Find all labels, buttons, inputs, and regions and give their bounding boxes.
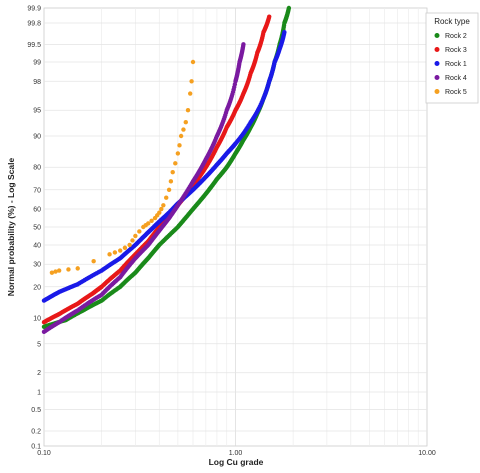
data-point [166,187,172,192]
series-rock-5 [49,59,196,275]
y-tick-label: 99.9 [27,6,41,13]
data-point [122,245,128,250]
y-tick-label: 99 [33,59,41,66]
data-point [130,238,135,243]
data-point [133,233,138,239]
y-tick-label: 20 [33,284,41,291]
x-axis-label: Log Cu grade [209,457,264,467]
y-tick-label: 2 [37,370,41,377]
data-point [282,30,287,35]
y-tick-label: 30 [33,262,41,269]
data-point [185,108,191,113]
data-point [149,218,154,223]
legend-marker [434,33,440,38]
y-axis-label: Normal probability (%) - Log Scale [6,158,16,297]
data-point [91,259,96,264]
data-point [173,161,178,166]
legend-label: Rock 4 [445,75,467,82]
legend-marker [434,47,440,52]
data-point [175,151,181,156]
x-tick-labels: 0.10 1.00 10.00 [37,450,436,457]
legend-marker [434,61,440,66]
data-point [53,269,58,274]
legend-label: Rock 2 [445,33,467,40]
y-tick-label: 95 [33,108,41,115]
data-point [157,210,162,215]
legend-box [425,12,479,104]
data-point [107,252,112,257]
data-point [112,250,118,255]
y-tick-label: 90 [33,134,41,141]
data-point [118,248,123,253]
x-tick-label: 0.10 [37,450,51,457]
y-tick-labels: 0.1 0.2 0.5 1 2 5 10 20 30 40 50 60 70 80 90 95 98 99 99.5… [27,6,41,451]
y-tick-label: 5 [37,341,41,348]
y-tick-label: 0.2 [31,429,41,436]
data-point [168,179,174,184]
y-tick-label: 60 [33,207,41,214]
data-point [159,206,164,212]
x-tick-label: 10.00 [418,450,436,457]
x-tick-label: 1.00 [229,450,243,457]
data-point [187,91,193,96]
y-tick-label: 40 [33,242,41,249]
data-point [66,267,71,272]
data-points [41,5,292,334]
y-tick-label: 80 [33,165,41,172]
data-point [183,120,188,125]
series-rock-4 [41,42,246,334]
data-point [75,266,80,271]
legend: Rock type Rock 2 Rock 3 Rock 1 Rock 4 Rock 5 [425,12,479,104]
data-point [145,221,151,226]
data-point [56,268,62,273]
y-tick-label: 99.5 [27,42,41,49]
y-tick-label: 99.8 [27,20,41,27]
data-point [164,195,169,200]
data-point [241,42,246,47]
data-point [170,169,175,175]
legend-label: Rock 1 [445,61,467,68]
data-point [177,143,182,148]
data-point [189,79,194,84]
data-point [181,127,186,132]
y-tick-label: 0.5 [31,407,41,414]
legend-marker [434,75,440,80]
data-point [178,133,184,139]
data-point [190,59,196,65]
data-point [267,14,272,19]
data-point [127,242,132,248]
y-tick-label: 10 [33,315,41,322]
y-tick-label: 98 [33,79,41,86]
data-point [49,270,55,275]
legend-title: Rock type [434,17,470,26]
y-tick-label: 0.1 [31,444,41,451]
y-tick-label: 1 [37,390,41,397]
data-point [286,5,292,11]
legend-marker [434,89,440,94]
y-tick-label: 70 [33,187,41,194]
data-point [161,203,166,208]
legend-label: Rock 5 [445,89,467,96]
data-point [137,229,142,234]
y-tick-label: 50 [33,225,41,232]
legend-label: Rock 3 [445,47,467,54]
